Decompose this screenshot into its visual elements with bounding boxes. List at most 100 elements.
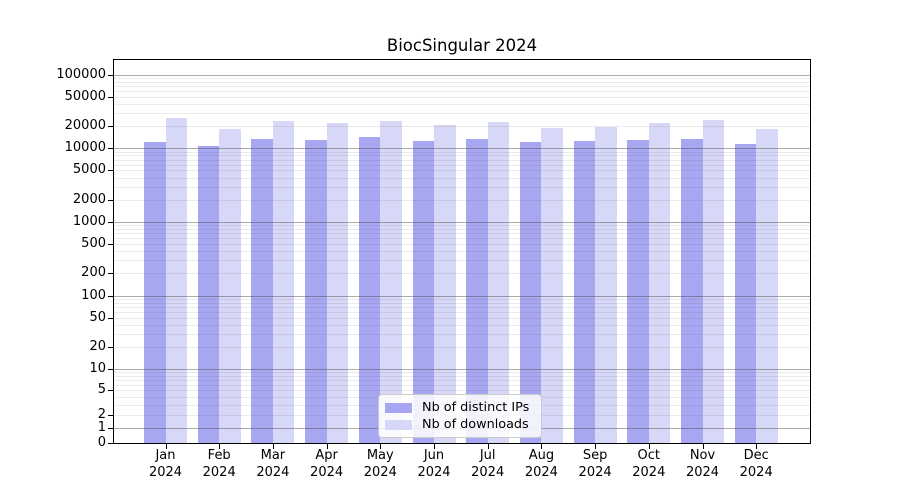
x-tick-label-jul: Jul 2024 (458, 448, 518, 481)
y-tick-label-1000: 1000 (72, 213, 106, 229)
gridline-minor-400 (114, 251, 810, 253)
y-tick-20 (108, 347, 113, 349)
x-tick-jun (434, 444, 435, 449)
bar-downloads-jul (487, 122, 510, 443)
x-tick-year: 2024 (471, 464, 505, 480)
x-tick-oct (648, 444, 650, 449)
x-tick-aug (541, 444, 543, 449)
bar-downloads-mar (272, 121, 295, 443)
x-tick-label-aug: Aug 2024 (511, 448, 571, 481)
bar-distinct-ips-dec (734, 144, 757, 443)
gridline-minor-20 (114, 347, 810, 349)
gridline-major-10 (114, 369, 810, 370)
x-tick-month: Jul (479, 448, 496, 463)
bar-distinct-ips-aug (519, 142, 542, 443)
bar-downloads-oct (648, 122, 671, 443)
x-tick-may (380, 444, 382, 449)
x-tick-month: Aug (528, 448, 555, 463)
gridline-minor-80000 (114, 81, 810, 83)
y-tick-label-1: 1 (97, 419, 106, 435)
chart-title: BiocSingular 2024 (386, 36, 538, 55)
gridline-minor-90 (114, 299, 810, 300)
x-tick-apr (326, 444, 328, 449)
gridline-minor-50 (114, 317, 810, 319)
x-tick-month: Oct (637, 448, 661, 463)
y-tick-2000 (108, 199, 113, 201)
x-tick-month: Jan (155, 448, 176, 463)
y-tick-10000 (108, 148, 113, 150)
gridline-minor-4000 (114, 177, 810, 179)
x-tick-year: 2024 (363, 464, 397, 480)
gridline-major-100 (114, 295, 810, 297)
gridline-minor-700 (114, 233, 810, 235)
x-tick-feb (219, 444, 221, 449)
y-tick-label-0: 0 (97, 435, 106, 450)
gridline-minor-40000 (114, 103, 810, 105)
x-tick-year: 2024 (685, 464, 720, 480)
legend-entry-downloads: Nb of downloads (385, 417, 535, 432)
x-tick-month: Mar (260, 448, 286, 463)
y-tick-label-500: 500 (81, 236, 106, 252)
x-tick-year: 2024 (739, 464, 773, 480)
bar-distinct-ips-sep (573, 141, 596, 443)
gridline-minor-7000 (114, 159, 810, 161)
gridline-minor-300 (114, 260, 810, 262)
bar-downloads-feb (219, 128, 241, 443)
y-tick-10 (108, 369, 113, 370)
gridline-major-1000 (114, 221, 810, 223)
y-tick-200 (108, 273, 113, 275)
y-tick-label-100000: 100000 (56, 66, 106, 82)
x-tick-year: 2024 (417, 464, 451, 480)
gridline-minor-30 (114, 334, 810, 336)
bar-distinct-ips-jun (412, 140, 434, 443)
bar-distinct-ips-apr (305, 139, 327, 443)
x-tick-month: May (366, 448, 394, 463)
y-tick-label-5000: 5000 (72, 162, 106, 178)
x-tick-sep (595, 444, 597, 449)
gridline-minor-6 (114, 384, 810, 386)
x-tick-jan (165, 444, 167, 449)
x-tick-label-jan: Jan 2024 (136, 448, 196, 481)
y-tick-50 (108, 317, 113, 319)
gridline-minor-5000 (114, 170, 810, 172)
x-tick-month: Apr (315, 448, 338, 463)
y-tick-label-20: 20 (89, 339, 106, 355)
bar-distinct-ips-nov (681, 138, 703, 443)
y-tick-label-2000: 2000 (72, 191, 106, 207)
bar-downloads-dec (756, 128, 778, 443)
x-tick-label-dec: Dec 2024 (726, 448, 786, 481)
x-tick-label-apr: Apr 2024 (297, 448, 357, 481)
bar-distinct-ips-jan (144, 142, 166, 443)
x-tick-jul (487, 444, 489, 449)
gridline-minor-6000 (114, 164, 810, 166)
bar-distinct-ips-mar (251, 138, 273, 443)
bar-downloads-may (380, 120, 402, 443)
y-tick-2 (108, 414, 113, 416)
x-tick-nov (702, 444, 704, 449)
gridline-minor-90000 (114, 77, 810, 79)
gridline-minor-70000 (114, 85, 810, 87)
y-tick-label-50: 50 (89, 309, 106, 325)
y-tick-100000 (108, 74, 113, 76)
gridline-minor-8 (114, 375, 810, 377)
y-tick-1 (108, 427, 113, 429)
gridline-major-10000 (114, 148, 810, 150)
gridline-minor-30000 (114, 113, 810, 115)
x-tick-label-feb: Feb 2024 (189, 448, 249, 481)
x-tick-month: Dec (743, 448, 769, 463)
y-tick-20000 (108, 126, 113, 128)
gridline-minor-9 (114, 372, 810, 374)
x-tick-label-jun: Jun 2024 (404, 448, 464, 481)
x-tick-label-may: May 2024 (350, 448, 410, 481)
bar-downloads-jun (434, 125, 456, 443)
gridline-minor-60 (114, 311, 810, 313)
gridline-minor-600 (114, 238, 810, 240)
y-tick-label-100: 100 (81, 287, 106, 303)
y-tick-label-5: 5 (97, 382, 106, 398)
bar-distinct-ips-may (358, 136, 381, 443)
x-tick-month: Sep (582, 448, 608, 463)
x-tick-year: 2024 (524, 464, 558, 480)
gridline-minor-2000 (114, 199, 810, 201)
gridline-minor-50000 (114, 96, 810, 98)
